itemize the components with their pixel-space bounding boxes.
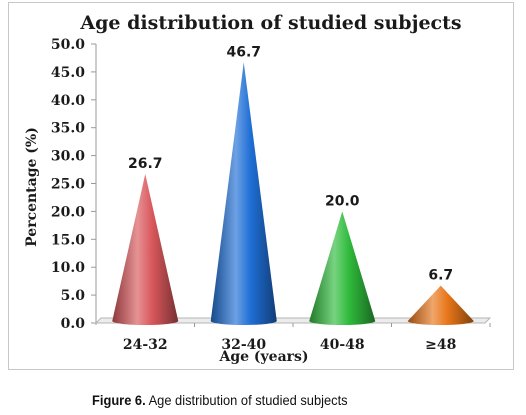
bar-4 — [407, 285, 474, 325]
y-axis-title: Percentage (%) — [24, 127, 40, 247]
data-label: 20.0 — [325, 193, 360, 209]
bar-3 — [309, 211, 376, 325]
bar-2 — [210, 62, 277, 325]
data-label: 26.7 — [128, 156, 163, 172]
x-tick-label: 40-48 — [320, 337, 365, 353]
figure-caption-text: Age distribution of studied subjects — [148, 392, 348, 408]
y-tick-label: 40.0 — [51, 93, 85, 109]
y-tick-label: 35.0 — [51, 121, 85, 137]
y-tick-label: 50.0 — [51, 37, 85, 53]
bar-1 — [112, 174, 179, 325]
y-tick-label: 45.0 — [51, 65, 85, 81]
figure-caption-label: Figure 6. — [92, 392, 146, 408]
y-tick-label: 10.0 — [51, 260, 85, 276]
data-label: 46.7 — [226, 44, 261, 60]
y-tick-label: 25.0 — [51, 177, 85, 193]
y-tick-label: 30.0 — [51, 149, 85, 165]
chart: Age distribution of studied subjects 0.0… — [24, 12, 492, 365]
y-tick-label: 15.0 — [51, 232, 85, 248]
x-tick-label: 24-32 — [123, 337, 168, 353]
chart-title: Age distribution of studied subjects — [79, 12, 461, 34]
x-tick-label: ≥48 — [425, 337, 456, 353]
y-tick-label: 0.0 — [61, 316, 86, 332]
x-tick-label: 32-40 — [221, 337, 266, 353]
x-axis-title: Age (years) — [218, 349, 308, 365]
data-label: 6.7 — [428, 268, 453, 284]
y-tick-label: 20.0 — [51, 204, 85, 220]
bars: 26.7 46.7 20.0 6.7 — [112, 44, 474, 325]
figure-caption: Figure 6. Age distribution of studied su… — [92, 392, 348, 408]
y-tick-label: 5.0 — [61, 288, 86, 304]
y-axis: 0.0 5.0 10.0 15.0 20.0 25.0 30.0 35.0 40.0 45.0 50… — [51, 37, 97, 332]
